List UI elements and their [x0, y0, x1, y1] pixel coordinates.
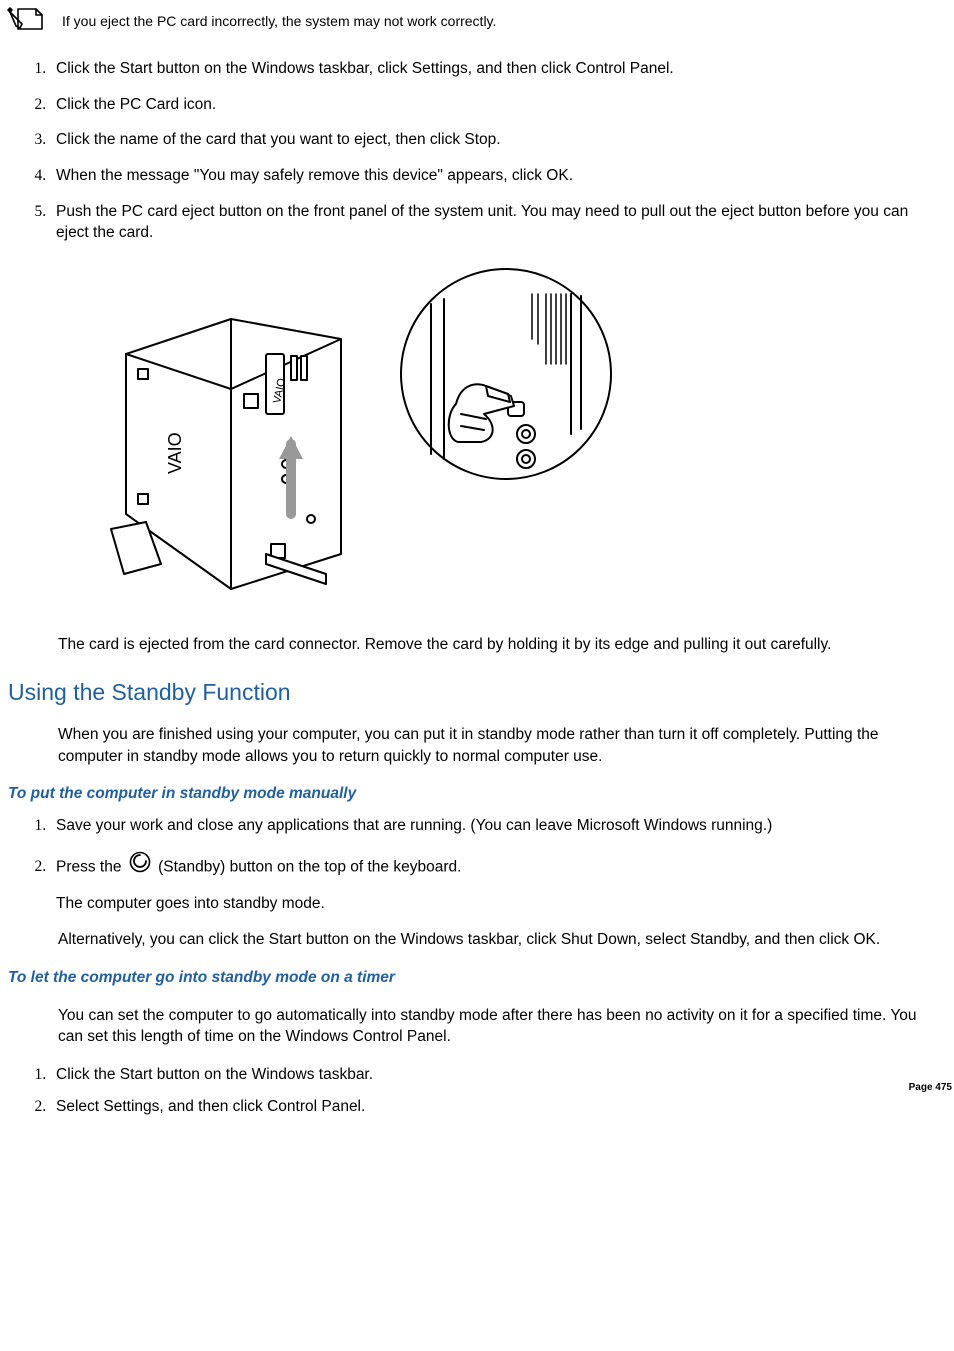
- list-item: Click the Start button on the Windows ta…: [50, 58, 944, 80]
- step-text-before: Press the: [56, 858, 126, 875]
- standby-alt-text: Alternatively, you can click the Start b…: [58, 929, 944, 951]
- standby-manual-steps: Save your work and close any application…: [50, 815, 944, 915]
- list-item: Press the (Standby) button on the top of…: [50, 851, 944, 915]
- standby-timer-intro: You can set the computer to go automatic…: [58, 1005, 944, 1048]
- list-item: Save your work and close any application…: [50, 815, 944, 837]
- standby-intro: When you are finished using your compute…: [58, 724, 944, 767]
- list-item: Click the Start button on the Windows ta…: [50, 1064, 944, 1086]
- standby-timer-heading: To let the computer go into standby mode…: [8, 967, 944, 989]
- note-text: If you eject the PC card incorrectly, th…: [62, 12, 496, 32]
- eject-steps-list: Click the Start button on the Windows ta…: [50, 58, 944, 244]
- standby-manual-heading: To put the computer in standby mode manu…: [8, 783, 944, 805]
- standby-heading: Using the Standby Function: [8, 676, 944, 708]
- list-item: Select Settings, and then click Control …: [50, 1096, 944, 1118]
- list-item: Click the PC Card icon.: [50, 94, 944, 116]
- svg-text:VAIO: VAIO: [165, 432, 185, 474]
- pencil-note-icon: [6, 4, 54, 40]
- list-item: Push the PC card eject button on the fro…: [50, 201, 944, 244]
- standby-button-icon: [129, 851, 151, 880]
- note-callout: If you eject the PC card incorrectly, th…: [6, 4, 944, 40]
- list-item: Click the name of the card that you want…: [50, 129, 944, 151]
- step-sub-text: The computer goes into standby mode.: [56, 893, 944, 915]
- list-item: When the message "You may safely remove …: [50, 165, 944, 187]
- step-text-after: (Standby) button on the top of the keybo…: [158, 858, 461, 875]
- eject-illustration: VAIO VAIO: [66, 264, 944, 610]
- page-number: Page 475: [909, 1081, 952, 1095]
- eject-followup-text: The card is ejected from the card connec…: [58, 634, 944, 656]
- standby-timer-steps: Click the Start button on the Windows ta…: [50, 1064, 944, 1117]
